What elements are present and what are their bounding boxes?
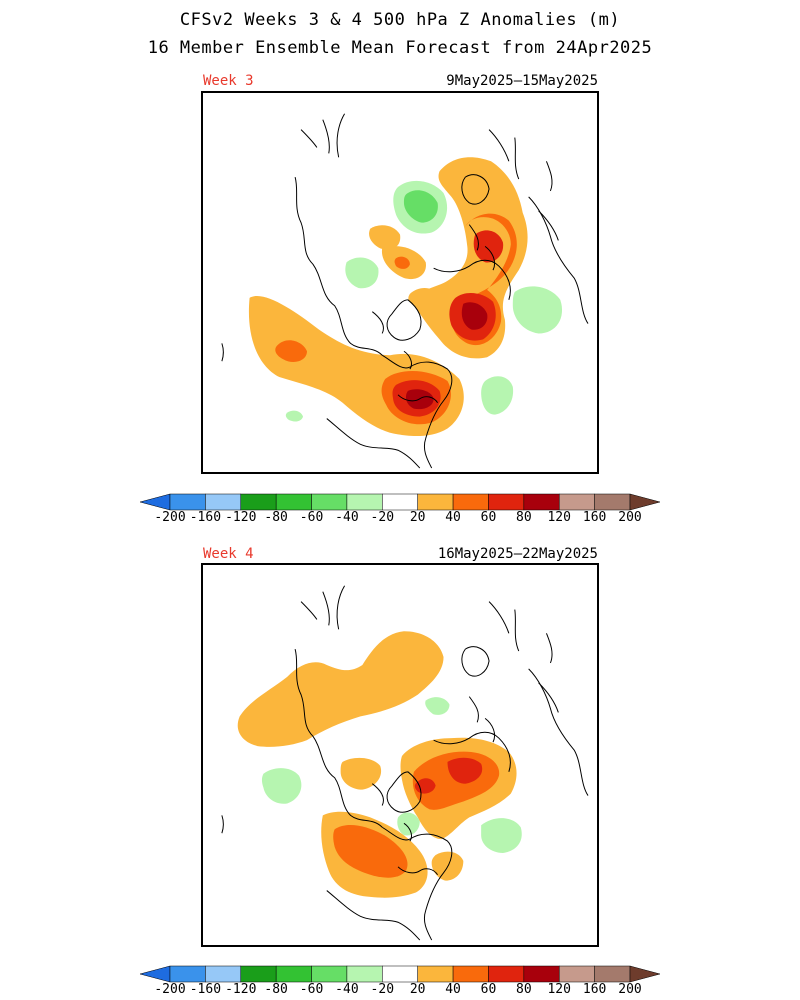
week4-colorbar-swatch-10 xyxy=(488,965,525,983)
week3-colorbar-swatch-0 xyxy=(140,493,171,511)
week4-colorbar-tick-label: -160 xyxy=(189,982,222,997)
week3-negative-anomalies xyxy=(285,180,563,422)
week3-colorbar-tick-label: 20 xyxy=(409,510,426,525)
week4-colorbar-swatch-13 xyxy=(594,965,631,983)
week3-colorbar-tick-label: 60 xyxy=(480,510,497,525)
week4-colorbar-tick-label: 120 xyxy=(547,982,571,997)
week3-date-range: 9May2025—15May2025 xyxy=(446,73,598,89)
week3-colorbar-swatch-3 xyxy=(240,493,277,511)
week3-colorbar-swatch-6 xyxy=(346,493,383,511)
chart-subtitle: 16 Member Ensemble Mean Forecast from 24… xyxy=(147,38,653,58)
week4-colorbar-tick-label: -40 xyxy=(335,982,359,997)
week3-colorbar-swatch-1 xyxy=(169,493,206,511)
week3-colorbar-swatch-11 xyxy=(523,493,560,511)
week3-label: Week 3 xyxy=(203,73,254,89)
week3-colorbar-swatch-7 xyxy=(382,493,418,511)
week3-coastlines xyxy=(221,113,589,469)
week3-colorbar-swatch-5 xyxy=(311,493,348,511)
week4-colorbar-tick-label: 60 xyxy=(480,982,497,997)
week3-colorbar-tick-label: -120 xyxy=(225,510,257,525)
week4-colorbar-tick-label: -200 xyxy=(154,982,186,997)
week4-colorbar-tick-label: -20 xyxy=(370,982,395,997)
week3-colorbar-tick-label: 40 xyxy=(445,510,461,525)
week3-colorbar-tick-label: -20 xyxy=(370,510,395,525)
week4-label: Week 4 xyxy=(203,546,254,562)
week4-colorbar-labels: -200 -160 -120 -80 -60 -40 -20 20 40 60 80 120 160 20… xyxy=(140,982,660,998)
week4-colorbar-tick-label: -60 xyxy=(299,982,324,997)
week4-coastlines xyxy=(221,585,589,941)
week3-colorbar-tick-label: -60 xyxy=(299,510,324,525)
week4-colorbar-tick-label: -120 xyxy=(225,982,257,997)
chart-title: CFSv2 Weeks 3 & 4 500 hPa Z Anomalies (m… xyxy=(179,10,621,30)
week4-colorbar-tick-label: 20 xyxy=(409,982,426,997)
week3-colorbar-tick-label: 120 xyxy=(547,510,571,525)
week4-colorbar-tick-label: -80 xyxy=(264,982,288,997)
week4-colorbar-swatch-5 xyxy=(311,965,348,983)
week4-colorbar xyxy=(140,965,660,983)
week4-negative-anomalies xyxy=(261,697,522,853)
week4-colorbar-swatch-12 xyxy=(558,965,595,983)
week4-colorbar-swatch-1 xyxy=(169,965,206,983)
week3-colorbar-swatch-13 xyxy=(594,493,631,511)
week3-colorbar-tick-label: -160 xyxy=(189,510,222,525)
week4-colorbar-swatch-3 xyxy=(240,965,277,983)
week3-colorbar-tick-label: -200 xyxy=(154,510,186,525)
week3-colorbar-swatch-4 xyxy=(275,493,312,511)
week4-colorbar-swatch-9 xyxy=(452,965,489,983)
week3-colorbar-swatch-12 xyxy=(558,493,595,511)
week4-colorbar-swatch-8 xyxy=(417,965,454,983)
week3-colorbar-swatch-10 xyxy=(488,493,525,511)
week4-colorbar-swatch-6 xyxy=(346,965,383,983)
week3-colorbar-labels: -200 -160 -120 -80 -60 -40 -20 20 40 60 80 120 160 20… xyxy=(140,510,660,526)
week4-colorbar-tick-label: 80 xyxy=(516,982,532,997)
week3-colorbar-tick-label: -80 xyxy=(264,510,288,525)
week4-date-range: 16May2025—22May2025 xyxy=(437,546,598,562)
week4-colorbar-swatch-4 xyxy=(275,965,312,983)
week3-colorbar-swatch-2 xyxy=(205,493,242,511)
week4-colorbar-tick-label: 40 xyxy=(445,982,461,997)
week3-colorbar-tick-label: -40 xyxy=(335,510,359,525)
week3-colorbar-swatch-14 xyxy=(629,493,660,511)
week4-colorbar-swatch-11 xyxy=(523,965,560,983)
week4-map xyxy=(201,563,599,947)
week3-map xyxy=(201,91,599,474)
week3-colorbar-tick-label: 160 xyxy=(582,510,607,525)
week4-positive-anomalies xyxy=(237,631,517,898)
week4-colorbar-tick-label: 160 xyxy=(582,982,607,997)
week4-colorbar-tick-label: 200 xyxy=(618,982,642,997)
week4-colorbar-swatch-2 xyxy=(205,965,242,983)
week3-colorbar-tick-label: 200 xyxy=(618,510,642,525)
week3-colorbar-swatch-9 xyxy=(452,493,489,511)
week4-colorbar-swatch-14 xyxy=(629,965,660,983)
week4-colorbar-swatch-7 xyxy=(382,965,418,983)
week4-colorbar-swatch-0 xyxy=(140,965,171,983)
week3-colorbar-tick-label: 80 xyxy=(516,510,532,525)
week3-colorbar xyxy=(140,493,660,511)
week3-colorbar-swatch-8 xyxy=(417,493,454,511)
